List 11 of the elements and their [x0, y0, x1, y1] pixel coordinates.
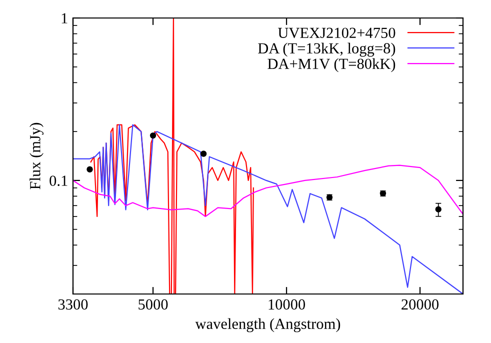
- y-tick-label: 0.1: [50, 176, 68, 186]
- legend-label: DA (T=13kK, logg=8): [258, 42, 396, 57]
- legend-label: DA+M1V (T=80kK): [268, 58, 396, 72]
- x-tick-label: 3300: [58, 299, 88, 310]
- x-axis-title: wavelength (Angstrom): [195, 318, 340, 332]
- y-axis-title: Flux (mJy): [30, 122, 44, 190]
- x-tick-label: 5000: [138, 299, 168, 310]
- x-tick-label: 10000: [268, 299, 306, 310]
- legend-label: UVEXJ2102+4750: [278, 28, 396, 38]
- x-tick-label: 20000: [402, 299, 439, 310]
- y-tick-label: 1: [62, 13, 68, 24]
